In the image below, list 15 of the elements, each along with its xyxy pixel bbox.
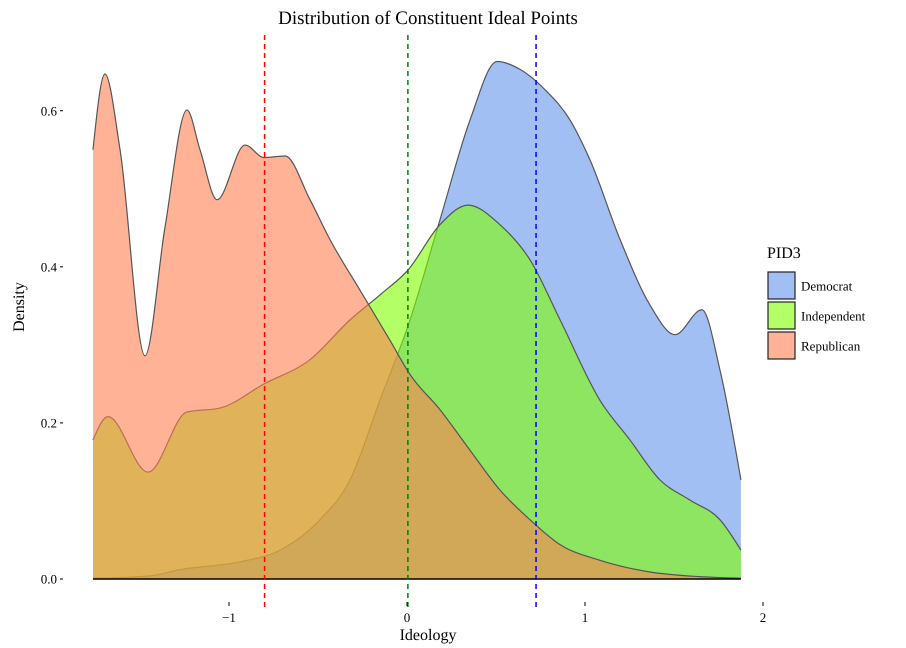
x-tick-label: 0 bbox=[404, 610, 410, 625]
x-axis-title: Ideology bbox=[400, 627, 456, 644]
y-tick-label: 0.0 bbox=[40, 572, 57, 587]
y-tick-label: 0.2 bbox=[40, 415, 57, 430]
legend-label: Republican bbox=[801, 338, 861, 354]
y-tick-label: 0.6 bbox=[40, 103, 58, 118]
legend-title: PID3 bbox=[767, 245, 801, 262]
legend-label: Democrat bbox=[801, 278, 853, 294]
x-tick-label: 1 bbox=[582, 610, 588, 625]
chart-title: Distribution of Constituent Ideal Points bbox=[278, 8, 578, 29]
y-axis-title: Density bbox=[11, 282, 28, 332]
legend-label: Independent bbox=[801, 308, 866, 324]
x-tick-label: 2 bbox=[760, 610, 766, 625]
x-tick-label: −1 bbox=[222, 610, 236, 625]
y-tick-label: 0.4 bbox=[40, 259, 58, 274]
